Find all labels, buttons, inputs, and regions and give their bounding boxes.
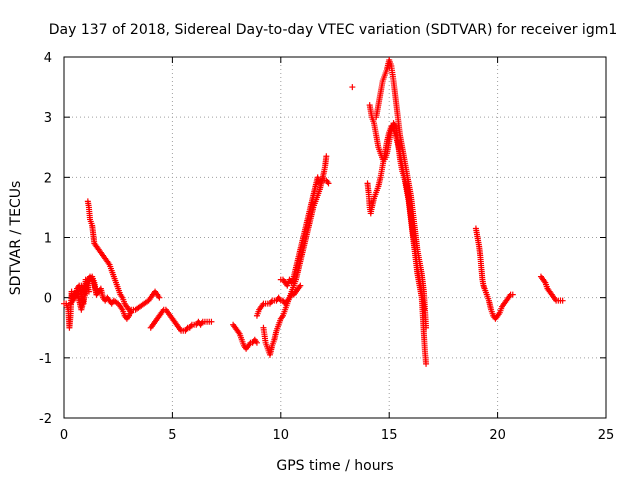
- data-point: [349, 84, 356, 91]
- data-point: [420, 306, 427, 313]
- data-point: [423, 360, 430, 367]
- data-points: [61, 57, 566, 367]
- chart-title: Day 137 of 2018, Sidereal Day-to-day VTE…: [49, 22, 618, 38]
- data-point: [297, 282, 304, 289]
- data-point: [423, 324, 430, 331]
- data-point: [323, 153, 330, 160]
- data-point: [156, 294, 163, 301]
- y-tick-label: 3: [44, 111, 52, 126]
- x-tick-label: 15: [381, 428, 398, 443]
- data-point: [85, 288, 92, 295]
- x-tick-label: 0: [60, 428, 68, 443]
- y-tick-label: -2: [39, 412, 52, 427]
- data-point: [208, 318, 215, 325]
- data-point: [128, 309, 135, 316]
- x-axis-title: GPS time / hours: [276, 458, 393, 474]
- data-point: [559, 297, 566, 304]
- x-tick-label: 25: [598, 428, 615, 443]
- y-tick-label: 4: [44, 51, 52, 66]
- y-tick-label: 2: [44, 171, 52, 186]
- grid: [64, 57, 606, 418]
- x-axis-tick-labels: 0 5 10 15 20 25: [60, 428, 614, 443]
- data-point: [509, 291, 516, 298]
- x-tick-label: 5: [168, 428, 176, 443]
- y-tick-label: 1: [44, 232, 52, 247]
- data-point: [325, 180, 332, 187]
- y-axis-tick-labels: -2 -1 0 1 2 3 4: [39, 51, 52, 427]
- data-point: [253, 339, 260, 346]
- series-sdtvar: [61, 57, 566, 367]
- y-axis-title: SDTVAR / TECUs: [8, 181, 24, 296]
- y-tick-label: 0: [44, 292, 52, 307]
- data-point: [93, 291, 100, 298]
- x-tick-label: 20: [489, 428, 506, 443]
- y-tick-label: -1: [39, 352, 52, 367]
- x-tick-label: 10: [273, 428, 290, 443]
